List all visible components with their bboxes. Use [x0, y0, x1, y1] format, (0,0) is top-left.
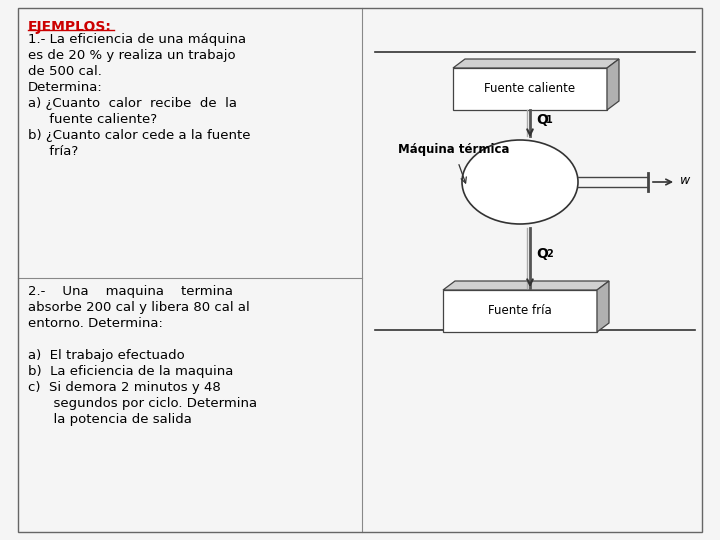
- Text: segundos por ciclo. Determina: segundos por ciclo. Determina: [28, 397, 257, 410]
- Text: w: w: [680, 173, 690, 186]
- Text: 2: 2: [546, 249, 553, 259]
- Text: entorno. Determina:: entorno. Determina:: [28, 317, 163, 330]
- Text: Máquina térmica: Máquina térmica: [398, 144, 510, 157]
- Text: b) ¿Cuanto calor cede a la fuente: b) ¿Cuanto calor cede a la fuente: [28, 129, 251, 142]
- Text: a) ¿Cuanto  calor  recibe  de  la: a) ¿Cuanto calor recibe de la: [28, 97, 237, 110]
- Polygon shape: [453, 68, 607, 110]
- Ellipse shape: [462, 140, 578, 224]
- Text: 1: 1: [546, 115, 553, 125]
- Polygon shape: [607, 59, 619, 110]
- Text: es de 20 % y realiza un trabajo: es de 20 % y realiza un trabajo: [28, 49, 235, 62]
- Polygon shape: [597, 281, 609, 332]
- Text: fuente caliente?: fuente caliente?: [28, 113, 157, 126]
- Text: Determina:: Determina:: [28, 81, 103, 94]
- Text: c)  Si demora 2 minutos y 48: c) Si demora 2 minutos y 48: [28, 381, 221, 394]
- Text: fría?: fría?: [28, 145, 78, 158]
- Text: absorbe 200 cal y libera 80 cal al: absorbe 200 cal y libera 80 cal al: [28, 301, 250, 314]
- Text: 2.-    Una    maquina    termina: 2.- Una maquina termina: [28, 285, 233, 298]
- Text: b)  La eficiencia de la maquina: b) La eficiencia de la maquina: [28, 365, 233, 378]
- Text: Fuente fría: Fuente fría: [488, 303, 552, 316]
- Text: Fuente caliente: Fuente caliente: [485, 82, 575, 94]
- Text: Q: Q: [536, 247, 548, 261]
- Polygon shape: [443, 281, 609, 290]
- Text: la potencia de salida: la potencia de salida: [28, 413, 192, 426]
- Text: de 500 cal.: de 500 cal.: [28, 65, 102, 78]
- Text: 1.- La eficiencia de una máquina: 1.- La eficiencia de una máquina: [28, 33, 246, 46]
- Polygon shape: [443, 290, 597, 332]
- Text: a)  El trabajo efectuado: a) El trabajo efectuado: [28, 349, 185, 362]
- Text: Q: Q: [536, 113, 548, 127]
- Text: EJEMPLOS:: EJEMPLOS:: [28, 20, 112, 34]
- Polygon shape: [453, 59, 619, 68]
